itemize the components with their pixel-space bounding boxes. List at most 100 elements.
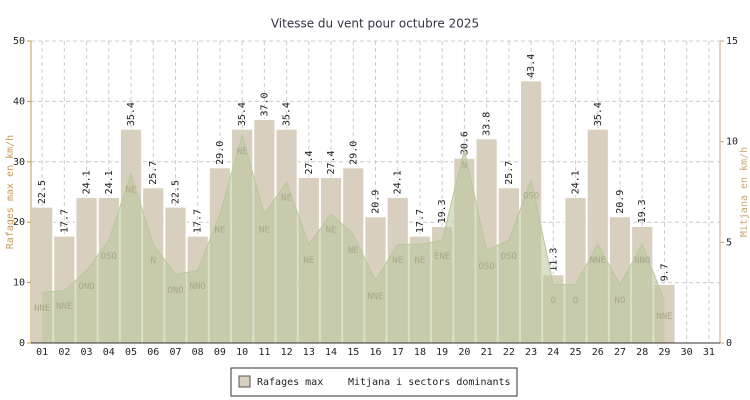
value-label: 29.0 xyxy=(348,141,359,165)
x-tick-label: 05 xyxy=(125,347,137,358)
value-label: 35.4 xyxy=(593,102,604,126)
value-label: 24.1 xyxy=(571,170,582,194)
x-tick-label: 14 xyxy=(325,347,337,358)
direction-label: N xyxy=(462,161,467,171)
x-tick-label: 11 xyxy=(258,347,270,358)
legend-label: Mitjana i sectors dominants xyxy=(348,377,511,388)
x-tick-label: 08 xyxy=(192,347,204,358)
x-tick-label: 10 xyxy=(236,347,248,358)
value-label: 25.7 xyxy=(148,161,159,185)
y-tick-label: 50 xyxy=(13,36,25,47)
y-axis-label: Rafages max en km/h xyxy=(5,135,16,249)
y2-tick-label: 5 xyxy=(726,237,732,248)
direction-label: NE xyxy=(237,147,248,157)
y-tick-label: 20 xyxy=(13,217,25,228)
x-tick-label: 09 xyxy=(214,347,226,358)
value-label: 24.1 xyxy=(104,170,115,194)
x-tick-label: 19 xyxy=(436,347,448,358)
legend-label: Rafages max xyxy=(257,377,323,388)
direction-label: NE xyxy=(348,246,359,256)
x-tick-label: 28 xyxy=(636,347,648,358)
direction-label: NE xyxy=(303,256,314,266)
x-tick-label: 23 xyxy=(525,347,537,358)
direction-label: ONO xyxy=(167,286,183,296)
x-tick-label: 16 xyxy=(369,347,381,358)
direction-label: OSO xyxy=(101,252,117,262)
value-label: 20.9 xyxy=(371,190,382,214)
value-label: 37.0 xyxy=(259,92,270,116)
x-tick-label: 21 xyxy=(481,347,493,358)
chart-title: Vitesse du vent pour octubre 2025 xyxy=(271,17,479,31)
legend-box xyxy=(230,367,518,397)
x-tick-label: 13 xyxy=(303,347,315,358)
direction-label: OSO xyxy=(501,252,517,262)
direction-label: NNE xyxy=(367,292,383,302)
value-label: 35.4 xyxy=(126,102,137,126)
x-tick-label: 06 xyxy=(147,347,159,358)
direction-label: NNO xyxy=(190,282,206,292)
direction-label: OSO xyxy=(478,262,494,272)
direction-label: NE xyxy=(214,226,225,236)
value-label: 22.5 xyxy=(37,180,48,204)
direction-label: NO xyxy=(615,296,626,306)
value-label: 22.5 xyxy=(170,180,181,204)
value-label: 43.4 xyxy=(526,54,537,78)
value-label: 17.7 xyxy=(193,209,204,233)
direction-label: NNE xyxy=(590,256,606,266)
y2-tick-label: 15 xyxy=(726,36,738,47)
value-label: 35.4 xyxy=(237,102,248,126)
direction-label: NNE xyxy=(56,302,72,312)
value-label: 11.3 xyxy=(548,248,559,272)
x-tick-label: 04 xyxy=(103,347,115,358)
value-label: 29.0 xyxy=(215,141,226,165)
y-tick-label: 30 xyxy=(13,157,25,168)
x-tick-label: 25 xyxy=(570,347,582,358)
direction-label: NE xyxy=(259,226,270,236)
x-tick-label: 12 xyxy=(281,347,293,358)
direction-label: NNE xyxy=(656,312,672,322)
x-tick-label: 27 xyxy=(614,347,626,358)
direction-label: NNO xyxy=(634,256,650,266)
direction-label: ENE xyxy=(434,252,450,262)
area-line xyxy=(42,133,665,301)
y2-tick-label: 10 xyxy=(726,137,738,148)
direction-label: NE xyxy=(326,226,337,236)
direction-label: NNE xyxy=(34,304,50,314)
y2-tick-label: 0 xyxy=(726,338,732,349)
x-tick-label: 18 xyxy=(414,347,426,358)
direction-label: ONO xyxy=(78,282,94,292)
x-tick-label: 02 xyxy=(58,347,70,358)
value-label: 17.7 xyxy=(415,209,426,233)
direction-label: NE xyxy=(281,193,292,203)
direction-label: NE xyxy=(415,256,426,266)
value-label: 19.3 xyxy=(437,199,448,223)
y-tick-label: 0 xyxy=(19,338,25,349)
value-label: 19.3 xyxy=(637,199,648,223)
x-tick-label: 20 xyxy=(458,347,470,358)
value-label: 24.1 xyxy=(82,170,93,194)
value-label: 27.4 xyxy=(304,150,315,174)
x-tick-label: 22 xyxy=(503,347,515,358)
x-tick-label: 07 xyxy=(169,347,181,358)
area-fill xyxy=(42,135,665,343)
x-tick-label: 26 xyxy=(592,347,604,358)
x-tick-label: 31 xyxy=(703,347,715,358)
y2-axis-label: Mitjana en km/h xyxy=(739,147,750,237)
x-tick-label: 15 xyxy=(347,347,359,358)
x-tick-label: 30 xyxy=(681,347,693,358)
x-tick-label: 17 xyxy=(392,347,404,358)
direction-label: N xyxy=(151,256,156,266)
value-label: 9.7 xyxy=(659,263,670,281)
value-label: 33.8 xyxy=(482,112,493,136)
direction-label: OSO xyxy=(523,191,539,201)
value-label: 27.4 xyxy=(326,150,337,174)
value-label: 25.7 xyxy=(504,161,515,185)
value-label: 17.7 xyxy=(59,209,70,233)
value-label: 30.6 xyxy=(459,131,470,155)
direction-label: O xyxy=(573,296,578,306)
x-tick-label: 03 xyxy=(81,347,93,358)
x-tick-label: 01 xyxy=(36,347,48,358)
direction-label: NE xyxy=(392,256,403,266)
y-tick-label: 40 xyxy=(13,96,25,107)
